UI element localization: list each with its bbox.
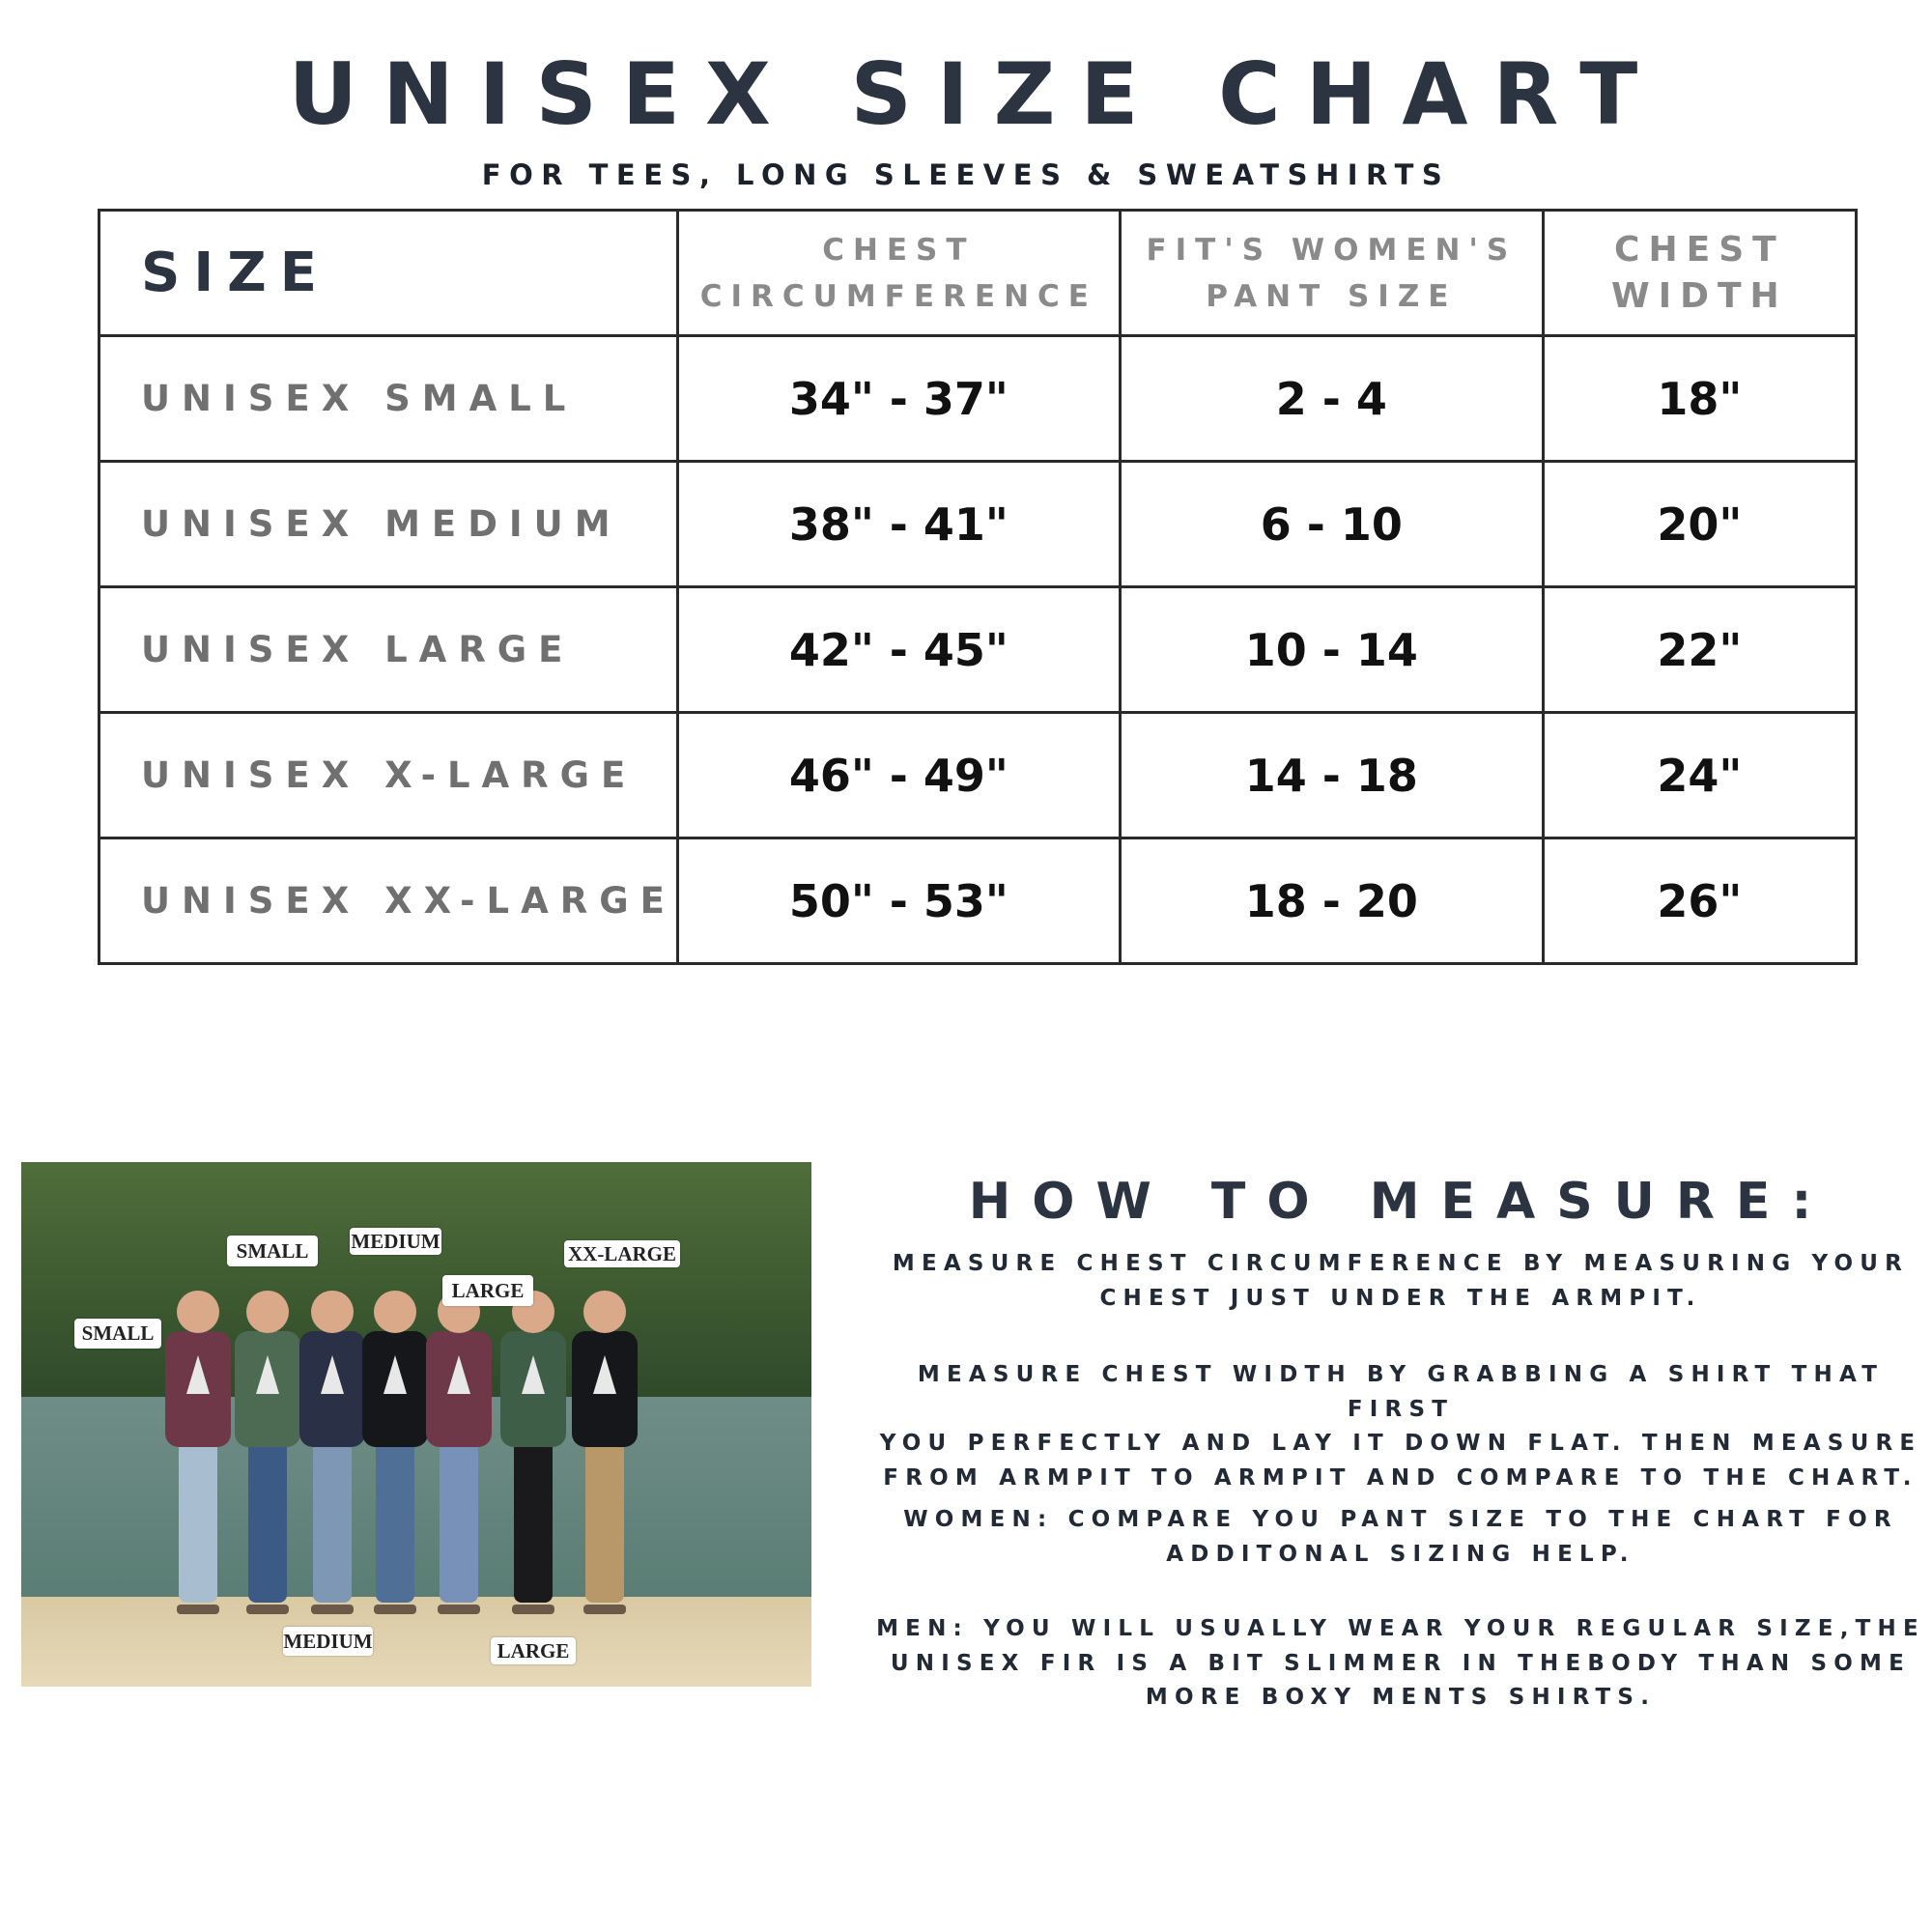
row-size: UNISEX LARGE xyxy=(141,629,575,670)
row-chest: 38" - 41" xyxy=(788,497,1009,551)
row-chest: 46" - 49" xyxy=(788,749,1009,802)
table-header-row: SIZE CHEST CIRCUMFERENCE FIT'S WOMEN'S PAN… xyxy=(98,209,1858,337)
header-line: CHEST xyxy=(1614,229,1785,270)
page-subtitle: FOR TEES, LONG SLEEVES & SWEATSHIRTS xyxy=(481,158,1451,191)
instruction-chest-circumference: MEASURE CHEST CIRCUMFERENCE BY MEASURING… xyxy=(869,1247,1932,1316)
instruction-men: MEN: YOU WILL USUALLY WEAR YOUR REGULAR … xyxy=(869,1612,1932,1716)
table-row: UNISEX XX-LARGE 50" - 53" 18 - 20 26" xyxy=(98,837,1858,965)
header-line: PANT SIZE xyxy=(1206,278,1458,314)
person-figure xyxy=(362,1291,428,1614)
how-to-measure-title: HOW TO MEASURE: xyxy=(968,1173,1833,1231)
header-line: WIDTH xyxy=(1611,275,1788,316)
header-chest-circumference: CHEST CIRCUMFERENCE xyxy=(679,227,1119,320)
people-group xyxy=(165,1291,638,1614)
instruction-line: UNISEX FIR IS A BIT SLIMMER IN THEBODY T… xyxy=(890,1650,1912,1676)
table-row: UNISEX SMALL 34" - 37" 2 - 4 18" xyxy=(98,334,1858,463)
model-group-photo: SMALL SMALL MEDIUM LARGE XX-LARGE MEDIUM… xyxy=(21,1162,811,1687)
table-row: UNISEX MEDIUM 38" - 41" 6 - 10 20" xyxy=(98,460,1858,588)
table-row: UNISEX X-LARGE 46" - 49" 14 - 18 24" xyxy=(98,711,1858,839)
row-pant: 10 - 14 xyxy=(1244,623,1418,676)
size-label-xx-large: XX-LARGE xyxy=(564,1240,680,1267)
row-chest: 42" - 45" xyxy=(788,623,1009,676)
instruction-line: MEASURE CHEST WIDTH BY GRABBING A SHIRT … xyxy=(917,1362,1885,1422)
person-figure xyxy=(235,1291,300,1614)
header-line: CIRCUMFERENCE xyxy=(699,278,1097,314)
size-label-small: SMALL xyxy=(227,1236,318,1266)
header-size: SIZE xyxy=(141,242,331,304)
row-size: UNISEX SMALL xyxy=(141,378,578,419)
row-pant: 6 - 10 xyxy=(1260,497,1403,551)
instruction-line: ADDITONAL SIZING HELP. xyxy=(1166,1541,1635,1567)
row-size: UNISEX X-LARGE xyxy=(141,754,638,796)
beach-sand xyxy=(21,1597,811,1687)
table-row: UNISEX LARGE 42" - 45" 10 - 14 22" xyxy=(98,585,1858,714)
instruction-line: MORE BOXY MENTS SHIRTS. xyxy=(1145,1685,1657,1710)
header-line: FIT'S WOMEN'S xyxy=(1146,232,1518,268)
photo-scene xyxy=(21,1162,811,1687)
person-figure xyxy=(299,1291,365,1614)
person-figure xyxy=(165,1291,231,1614)
row-chest: 50" - 53" xyxy=(788,874,1009,927)
row-chest: 34" - 37" xyxy=(788,372,1009,425)
instruction-line: WOMEN: COMPARE YOU PANT SIZE TO THE CHAR… xyxy=(903,1507,1898,1532)
page-title: UNISEX SIZE CHART xyxy=(288,44,1663,144)
row-width: 24" xyxy=(1657,749,1743,802)
instruction-line: MEN: YOU WILL USUALLY WEAR YOUR REGULAR … xyxy=(876,1616,1925,1641)
row-pant: 2 - 4 xyxy=(1275,372,1387,425)
row-pant: 18 - 20 xyxy=(1244,874,1418,927)
instruction-line: MEASURE CHEST CIRCUMFERENCE BY MEASURING… xyxy=(892,1251,1910,1276)
size-label-large: LARGE xyxy=(491,1637,576,1664)
header-chest-width: CHEST WIDTH xyxy=(1545,227,1855,320)
person-figure xyxy=(572,1291,638,1614)
instruction-chest-width: MEASURE CHEST WIDTH BY GRABBING A SHIRT … xyxy=(869,1358,1932,1495)
row-width: 22" xyxy=(1657,623,1743,676)
instruction-line: YOU PERFECTLY AND LAY IT DOWN FLAT. THEN… xyxy=(879,1431,1922,1456)
row-pant: 14 - 18 xyxy=(1244,749,1418,802)
row-width: 26" xyxy=(1657,874,1743,927)
header-line: CHEST xyxy=(822,232,976,268)
row-size: UNISEX XX-LARGE xyxy=(141,880,676,922)
size-label-small: SMALL xyxy=(74,1319,161,1349)
row-width: 20" xyxy=(1657,497,1743,551)
header-pant-size: FIT'S WOMEN'S PANT SIZE xyxy=(1122,227,1542,320)
size-label-medium: MEDIUM xyxy=(283,1627,373,1656)
instruction-women: WOMEN: COMPARE YOU PANT SIZE TO THE CHAR… xyxy=(869,1503,1932,1572)
instruction-line: CHEST JUST UNDER THE ARMPIT. xyxy=(1099,1285,1702,1311)
instruction-line: FROM ARMPIT TO ARMPIT AND COMPARE TO THE… xyxy=(883,1464,1918,1491)
row-width: 18" xyxy=(1657,372,1743,425)
size-label-medium: MEDIUM xyxy=(350,1228,441,1255)
size-chart-table: SIZE CHEST CIRCUMFERENCE FIT'S WOMEN'S PAN… xyxy=(98,209,1858,965)
size-label-large: LARGE xyxy=(442,1275,533,1306)
row-size: UNISEX MEDIUM xyxy=(141,503,622,545)
